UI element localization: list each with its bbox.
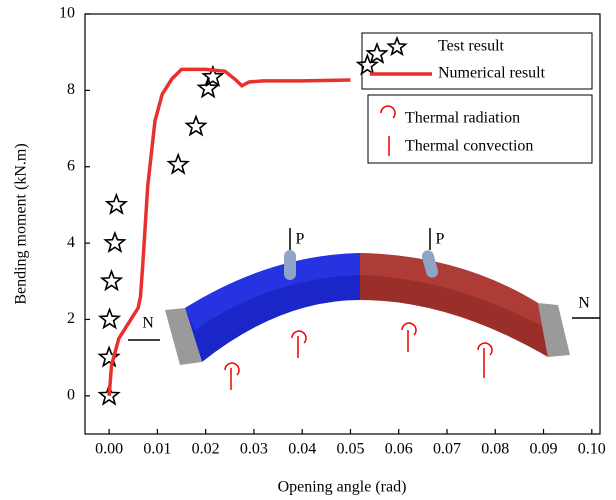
numerical-line <box>107 67 351 396</box>
test-point <box>97 383 121 406</box>
legend-label: Numerical result <box>438 65 546 82</box>
annotation: N <box>578 295 590 312</box>
plot-frame <box>84 13 601 435</box>
test-point <box>99 269 124 292</box>
y-tick-label: 4 <box>67 234 75 251</box>
test-point <box>355 53 380 76</box>
y-tick-label: 6 <box>67 157 75 174</box>
thermal-legend-box <box>367 94 593 164</box>
load-pin <box>421 250 439 278</box>
thermal-legend-label: Thermal convection <box>405 138 533 155</box>
end-block-right <box>538 303 570 357</box>
x-tick-label: 0.02 <box>192 441 220 458</box>
load-pin <box>284 250 296 280</box>
annotation: P <box>296 231 305 248</box>
test-point <box>103 230 127 254</box>
test-point <box>166 152 190 175</box>
annotation: N <box>142 315 154 332</box>
test-point <box>104 192 129 215</box>
test-point <box>97 307 122 330</box>
heat-arrows <box>224 105 493 390</box>
y-axis-label: Bending moment (kN.m) <box>13 143 30 304</box>
thermal-legend-label: Thermal radiation <box>405 110 520 127</box>
x-tick-label: 0.01 <box>143 441 171 458</box>
x-tick-label: 0.06 <box>385 441 413 458</box>
x-tick-label: 0.05 <box>336 441 364 458</box>
beam-red-top <box>360 253 542 326</box>
x-tick-label: 0.04 <box>288 441 316 458</box>
beam-blue-top <box>185 253 360 330</box>
y-tick-label: 8 <box>67 81 75 98</box>
x-tick-label: 0.08 <box>481 441 509 458</box>
x-tick-label: 0.03 <box>240 441 268 458</box>
annotation: P <box>436 231 445 248</box>
legend-label: Test result <box>438 38 505 55</box>
y-tick-label: 2 <box>67 310 75 327</box>
legend-box <box>361 32 593 90</box>
legend-marker <box>386 35 408 57</box>
end-block-left <box>165 308 202 365</box>
beam-illustration <box>128 105 600 390</box>
x-tick-label: 0.07 <box>433 441 461 458</box>
y-tick-label: 0 <box>67 386 75 403</box>
test-point <box>196 76 220 99</box>
test-point <box>201 64 225 87</box>
x-tick-label: 0.00 <box>95 441 123 458</box>
test-point <box>184 114 208 137</box>
x-tick-label: 0.10 <box>578 441 606 458</box>
x-axis-label: Opening angle (rad) <box>278 479 407 496</box>
test-point <box>365 41 389 65</box>
y-tick-label: 10 <box>59 5 75 22</box>
beam-blue <box>185 253 360 362</box>
x-tick-label: 0.09 <box>530 441 558 458</box>
